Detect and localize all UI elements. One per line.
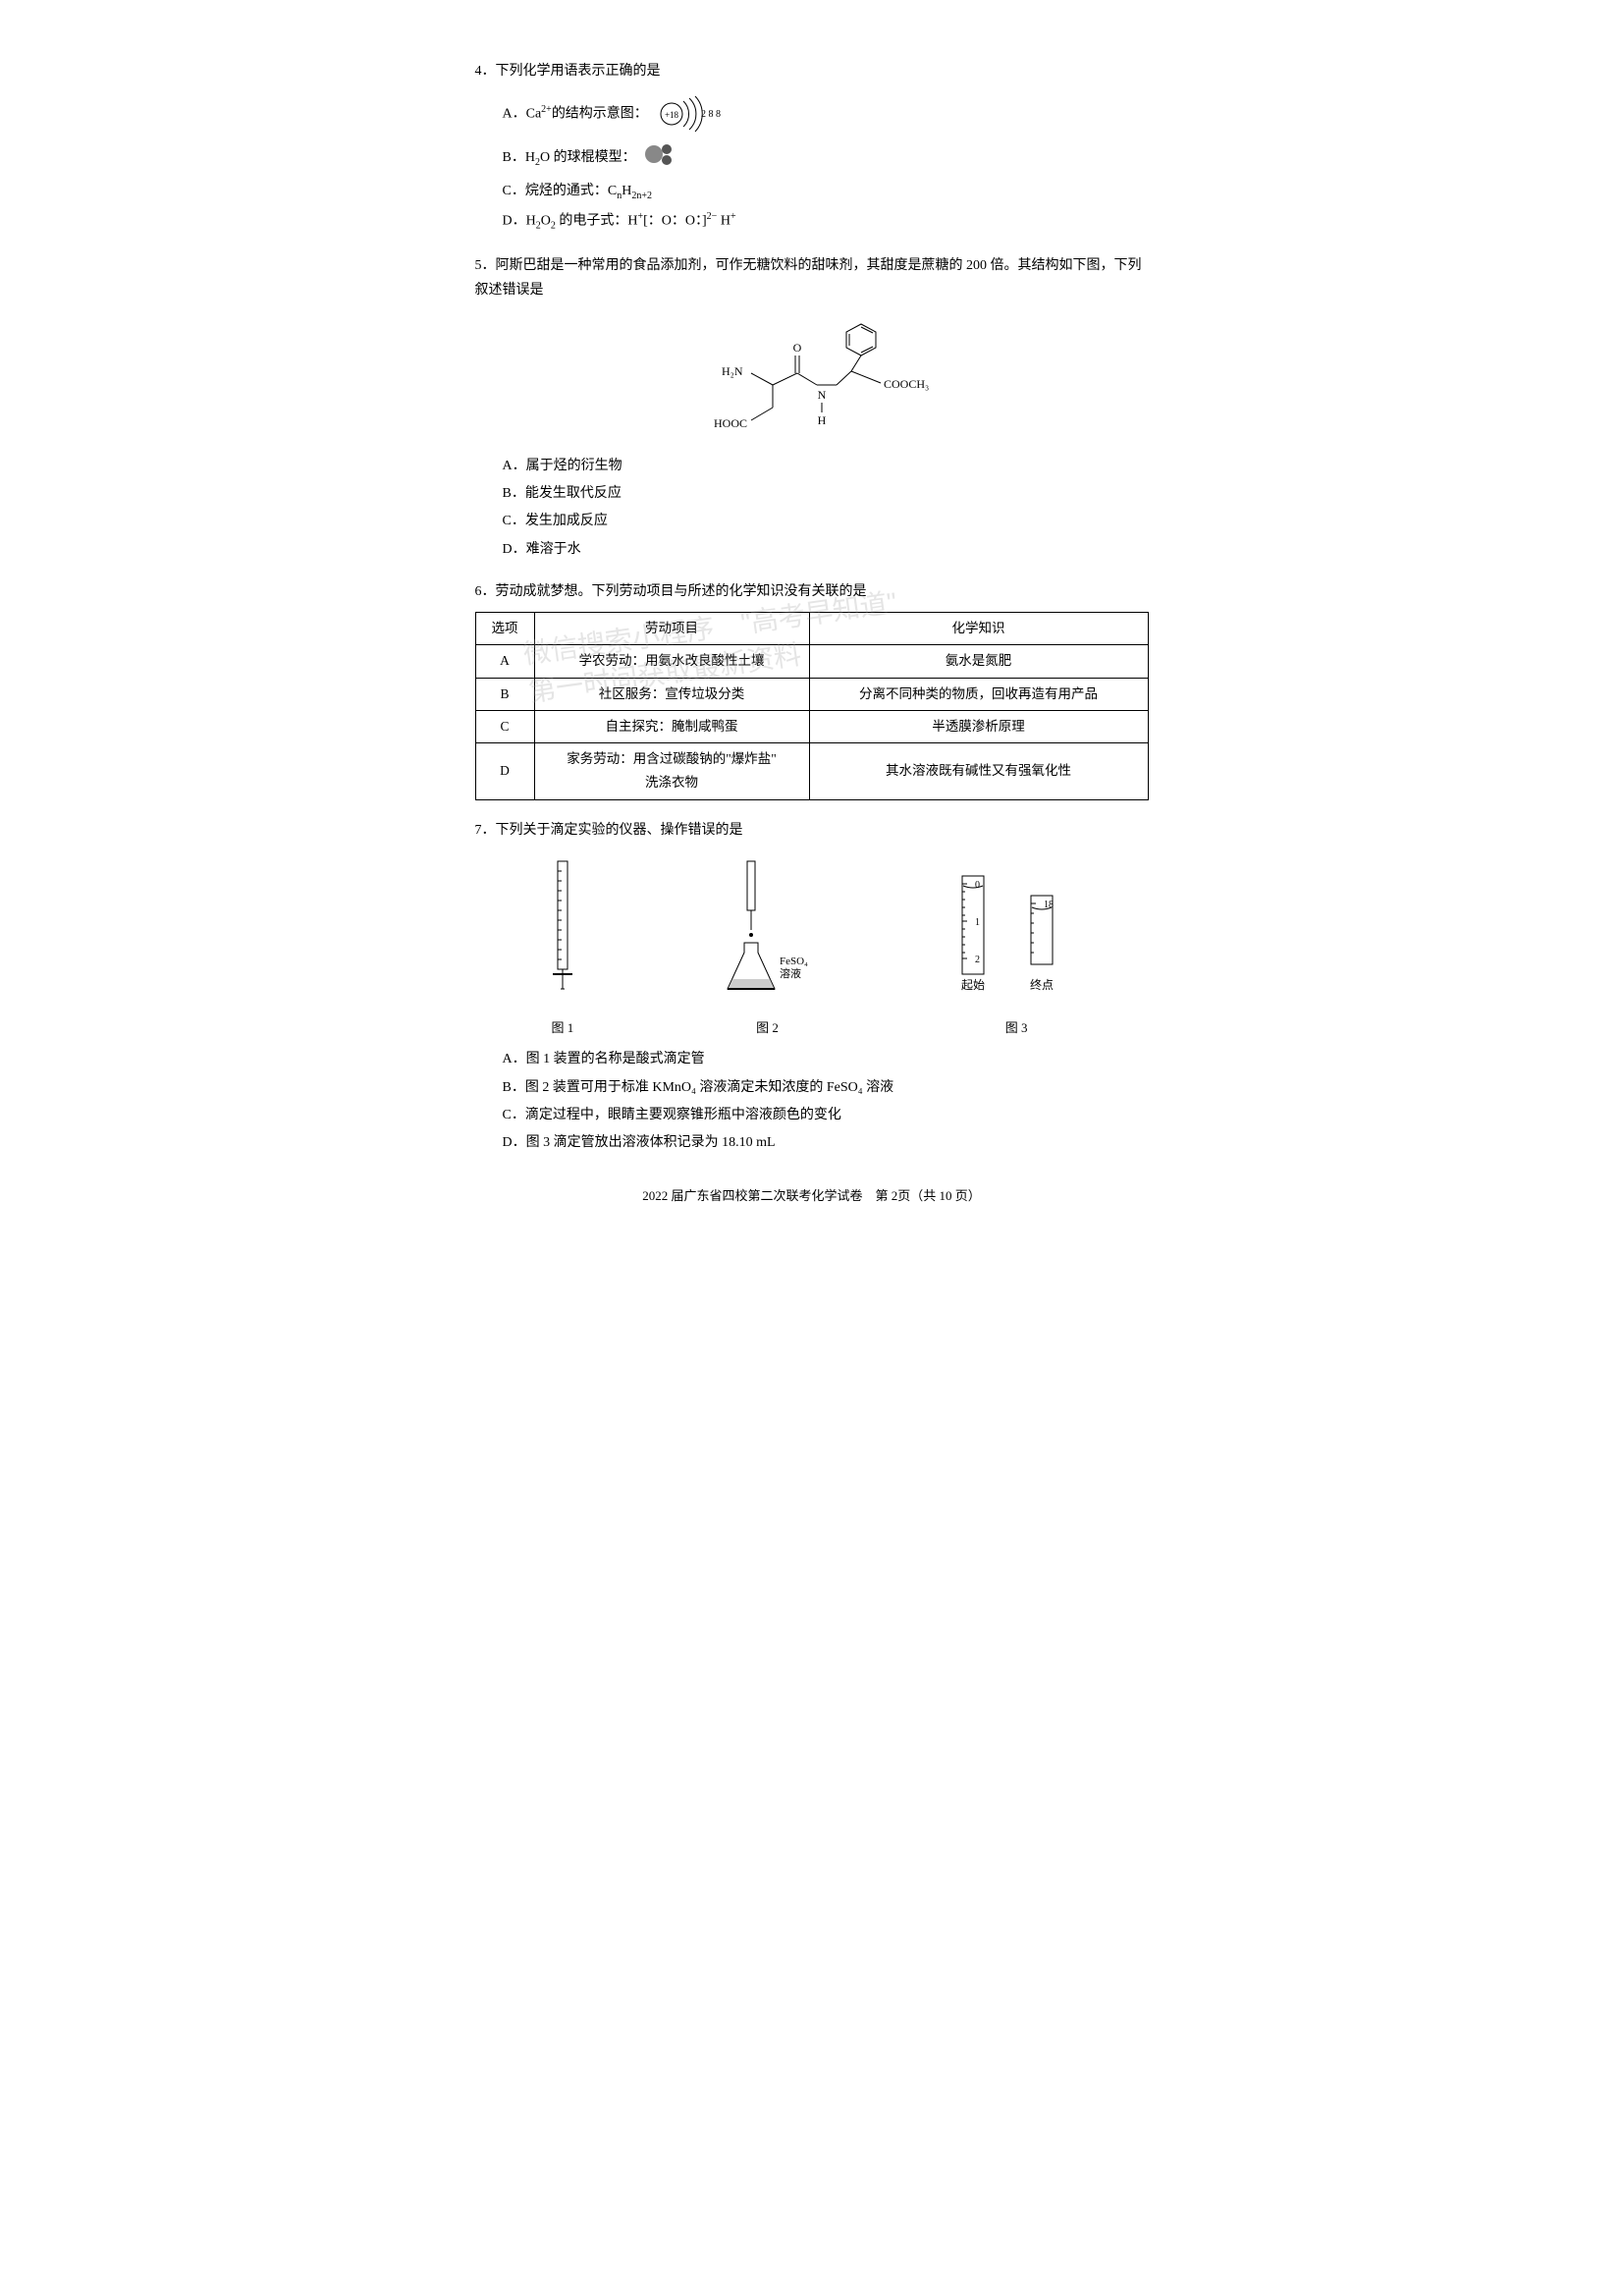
burette-icon [528,856,597,1004]
svg-text:H₂N: H₂N [722,364,743,378]
svg-text:HOOC: HOOC [714,416,747,430]
svg-text:1: 1 [975,917,980,928]
svg-text:2: 2 [975,955,980,965]
q6-table: 选项 劳动项目 化学知识 A学农劳动：用氨水改良酸性土壤氨水是氮肥B社区服务：宣… [475,612,1149,800]
table-cell: D [475,743,534,800]
q5-option-d: D．难溶于水 [475,537,1149,562]
fig3-caption: 图 3 [938,1016,1095,1039]
q4-a-text: A．Ca2+的结构示意图： [503,101,648,127]
question-4: 4．下列化学用语表示正确的是 A．Ca2+的结构示意图： +18 2 8 8 B… [475,59,1149,236]
th-knowledge: 化学知识 [809,612,1148,644]
table-cell: 其水溶液既有碱性又有强氧化性 [809,743,1148,800]
q7-figures: 图 1 FeSO₄ 溶液 图 2 [475,856,1149,1040]
svg-text:+18: +18 [665,110,679,120]
table-cell: 家务劳动：用含过碳酸钠的"爆炸盐"洗涤衣物 [534,743,809,800]
table-cell: 社区服务：宣传垃圾分类 [534,678,809,710]
q5-stem: 5．阿斯巴甜是一种常用的食品添加剂，可作无糖饮料的甜味剂，其甜度是蔗糖的 200… [475,253,1149,302]
table-row: B社区服务：宣传垃圾分类分离不同种类的物质，回收再造有用产品 [475,678,1148,710]
table-cell: A [475,645,534,678]
table-cell: C [475,710,534,742]
q7-option-d: D．图 3 滴定管放出溶液体积记录为 18.10 mL [475,1130,1149,1155]
table-cell: 氨水是氮肥 [809,645,1148,678]
aspartame-structure: COOCH₃ N H O H₂N HOOC [475,314,1149,442]
svg-text:H: H [817,413,826,427]
svg-text:COOCH₃: COOCH₃ [884,377,929,391]
fig1-caption: 图 1 [528,1016,597,1039]
q4-option-a: A．Ca2+的结构示意图： +18 2 8 8 [475,89,1149,138]
titration-flask-icon: FeSO₄ 溶液 [703,856,831,1004]
table-row: C自主探究：腌制咸鸭蛋半透膜渗析原理 [475,710,1148,742]
figure-1: 图 1 [528,856,597,1040]
svg-text:N: N [817,388,826,402]
q5-option-b: B．能发生取代反应 [475,481,1149,506]
burette-readings-icon: 0 1 2 起始 18 [938,856,1095,1004]
th-project: 劳动项目 [534,612,809,644]
svg-text:溶液: 溶液 [780,966,801,980]
q4-option-d: D．H2O2 的电子式：H+[：O：O：]2− H+ [475,208,1149,235]
table-row: D家务劳动：用含过碳酸钠的"爆炸盐"洗涤衣物其水溶液既有碱性又有强氧化性 [475,743,1148,800]
table-cell: B [475,678,534,710]
page-footer: 2022 届广东省四校第二次联考化学试卷 第 2页（共 10 页） [475,1184,1149,1207]
table-cell: 半透膜渗析原理 [809,710,1148,742]
q5-option-a: A．属于烃的衍生物 [475,454,1149,478]
q7-option-a: A．图 1 装置的名称是酸式滴定管 [475,1047,1149,1071]
q5-option-c: C．发生加成反应 [475,509,1149,533]
q4-b-text: B．H2O 的球棍模型： [503,145,636,172]
q7-option-b: B．图 2 装置可用于标准 KMnO₄ 溶液滴定未知浓度的 FeSO₄ 溶液 [475,1075,1149,1100]
table-row: A学农劳动：用氨水改良酸性土壤氨水是氮肥 [475,645,1148,678]
question-7: 7．下列关于滴定实验的仪器、操作错误的是 图 1 [475,818,1149,1156]
q7-option-c: C．滴定过程中，眼睛主要观察锥形瓶中溶液颜色的变化 [475,1103,1149,1127]
svg-text:0: 0 [975,880,980,891]
q4-option-b: B．H2O 的球棍模型： [475,141,1149,176]
question-5: 5．阿斯巴甜是一种常用的食品添加剂，可作无糖饮料的甜味剂，其甜度是蔗糖的 200… [475,253,1149,562]
question-6: 6．劳动成就梦想。下列劳动项目与所述的化学知识没有关联的是 选项 劳动项目 化学… [475,579,1149,800]
q4-option-c: C．烷烃的通式：CnH2n+2 [475,179,1149,205]
table-cell: 分离不同种类的物质，回收再造有用产品 [809,678,1148,710]
figure-3: 0 1 2 起始 18 [938,856,1095,1040]
figure-2: FeSO₄ 溶液 图 2 [703,856,831,1040]
atom-structure-icon: +18 2 8 8 [654,89,723,138]
q4-stem: 4．下列化学用语表示正确的是 [475,59,1149,83]
table-cell: 学农劳动：用氨水改良酸性土壤 [534,645,809,678]
q7-stem: 7．下列关于滴定实验的仪器、操作错误的是 [475,818,1149,843]
svg-text:起始: 起始 [961,978,985,992]
table-cell: 自主探究：腌制咸鸭蛋 [534,710,809,742]
q6-stem: 6．劳动成就梦想。下列劳动项目与所述的化学知识没有关联的是 [475,579,1149,604]
fig2-caption: 图 2 [703,1016,831,1039]
svg-text:2 8 8: 2 8 8 [701,109,721,120]
ball-stick-model-icon [640,141,679,176]
svg-text:O: O [792,341,801,355]
svg-text:终点: 终点 [1030,977,1054,992]
svg-text:FeSO₄: FeSO₄ [780,956,808,967]
th-option: 选项 [475,612,534,644]
table-header-row: 选项 劳动项目 化学知识 [475,612,1148,644]
